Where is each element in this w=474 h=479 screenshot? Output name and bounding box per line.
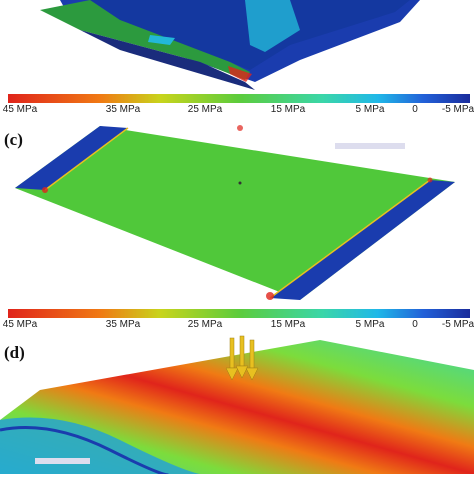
colorbar-label: 45 MPa xyxy=(3,104,38,115)
colorbar-label: 35 MPa xyxy=(106,104,141,115)
colorbar-label: -5 MPa xyxy=(442,104,474,115)
plot-c xyxy=(15,125,455,300)
colorbar-gradient xyxy=(8,309,470,318)
colorbar-label: 25 MPa xyxy=(188,319,223,330)
colorbar-label: -5 MPa xyxy=(442,319,474,330)
colorbar xyxy=(8,94,470,103)
colorbar-label: 0 xyxy=(412,319,418,330)
panel-label: (c) xyxy=(4,130,23,149)
colorbar-label: 15 MPa xyxy=(271,104,306,115)
colorbar-gradient xyxy=(8,94,470,103)
colorbar-label: 45 MPa xyxy=(3,319,38,330)
colorbar-label: 5 MPa xyxy=(356,104,385,115)
colorbar-label: 35 MPa xyxy=(106,319,141,330)
plot-top xyxy=(40,0,420,90)
colorbar xyxy=(8,309,470,318)
panel-label: (d) xyxy=(4,343,25,362)
colorbar-label: 25 MPa xyxy=(188,104,223,115)
colorbar-label: 15 MPa xyxy=(271,319,306,330)
colorbar-label: 5 MPa xyxy=(356,319,385,330)
colorbar-label: 0 xyxy=(412,104,418,115)
plot-d xyxy=(0,335,474,477)
